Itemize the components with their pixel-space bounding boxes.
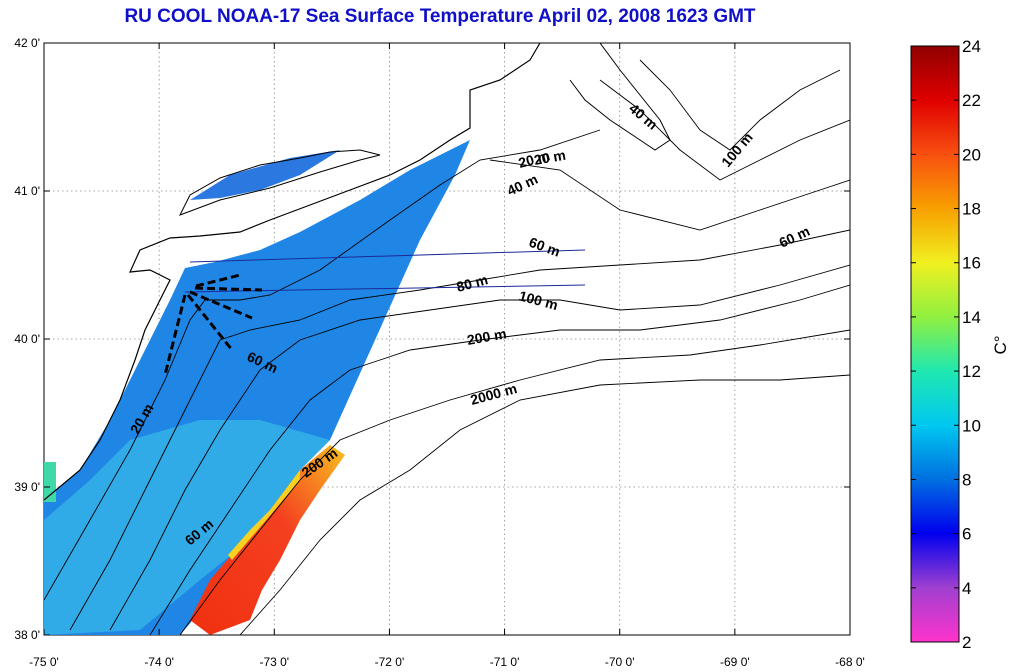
x-tick-label: -74 0' [144,655,174,669]
colorbar-tick-label: 4 [962,579,971,598]
grid-lines [44,43,850,635]
y-tick-label: 42 0' [14,36,40,50]
contour-label: 20 m [533,147,567,168]
sst-sound [190,150,340,200]
colorbar-tick-label: 6 [962,525,971,544]
colorbar-tick-label: 8 [962,470,971,489]
colorbar-tick-label: 20 [962,145,981,164]
shipping-lanes [163,273,263,376]
transect-lines [184,249,586,293]
colorbar-tick-label: 12 [962,362,981,381]
x-tick-label: -72 0' [375,655,405,669]
x-tick-label: -75 0' [29,655,59,669]
sst-warm-edge [228,470,300,560]
x-tick-label: -71 0' [490,655,520,669]
colorbar-tick-label: 24 [962,37,981,56]
colorbar-tick-label: 14 [962,308,981,327]
colorbar-tick-label: 18 [962,200,981,219]
contour-label: 200 m [466,325,508,348]
colorbar-tick-label: 16 [962,254,981,273]
colorbar-ticks [911,45,959,643]
y-tick-label: 39 0' [14,480,40,494]
axis-ticks [43,42,851,636]
map-title: RU COOL NOAA-17 Sea Surface Temperature … [124,6,756,27]
x-tick-label: -70 0' [605,655,635,669]
colorbar-unit-label: C° [991,335,1010,354]
colorbar-tick-label: 2 [962,633,971,652]
x-tick-label: -73 0' [259,655,289,669]
x-tick-label: -69 0' [720,655,750,669]
contour-label: 80 m [455,271,490,295]
x-tick-label: -68 0' [835,655,865,669]
colorbar-tick-label: 22 [962,91,981,110]
contour-label: 20 m [517,147,552,171]
bathymetry-contours [44,59,850,635]
long-island-coast [178,149,381,216]
colorbar-tick-label: 10 [962,416,981,435]
sst-warm-core [190,445,345,635]
colorbar [910,45,960,643]
sst-edge-green [44,462,56,502]
y-tick-label: 38 0' [14,628,40,642]
coastline [44,43,541,501]
cape-cod-coast [569,43,671,151]
sst-swath-light [44,420,330,635]
y-tick-label: 40 0' [14,332,40,346]
y-tick-label: 41 0' [14,184,40,198]
